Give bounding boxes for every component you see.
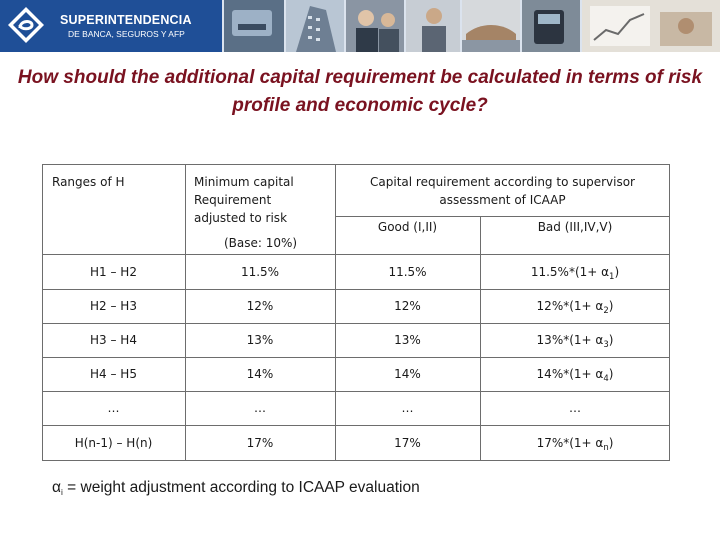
header-min-line2: Requirement — [194, 193, 272, 207]
table-divider — [335, 216, 670, 217]
header-min-base: (Base: 10%) — [224, 236, 298, 250]
photo-office-image — [406, 0, 460, 52]
table-cell-range: H1 – H2 — [90, 264, 137, 279]
header-banner: SUPERINTENDENCIA DE BANCA, SEGUROS Y AFP — [0, 0, 720, 52]
logo-icon — [8, 7, 44, 43]
table-cell-bad: 17%*(1+ αn) — [480, 435, 670, 456]
photo-terminal-image — [522, 0, 580, 52]
table-divider — [42, 391, 670, 392]
org-subtitle: DE BANCA, SEGUROS Y AFP — [68, 29, 185, 39]
table-cell-range: … — [107, 401, 120, 415]
header-min-line3: adjusted to risk — [194, 211, 288, 225]
table-cell-bad: … — [480, 400, 670, 421]
table-cell-bad: 12%*(1+ α2) — [480, 298, 670, 319]
table-cell-bad: 14%*(1+ α4) — [480, 366, 670, 387]
table-divider — [42, 254, 670, 255]
table-cell-min: 13% — [246, 333, 274, 347]
bad-formula: 11.5%*(1+ α — [530, 264, 610, 279]
alpha-subscript: 3 — [603, 340, 609, 350]
header-bad: Bad (III,IV,V) — [537, 220, 613, 234]
table-cell-min: 11.5% — [240, 264, 280, 279]
bad-formula: 14%*(1+ α — [536, 367, 604, 381]
table-cell-range: H3 – H4 — [90, 333, 137, 347]
table-cell-bad: 13%*(1+ α3) — [480, 332, 670, 353]
table-cell-min: … — [254, 401, 266, 415]
bad-formula: … — [569, 401, 581, 415]
footnote-sub: i — [60, 487, 63, 497]
table-divider — [42, 323, 670, 324]
table-cell-range: H(n-1) – H(n) — [74, 436, 153, 450]
org-name: SUPERINTENDENCIA — [60, 13, 192, 27]
footnote: αi = weight adjustment according to ICAA… — [52, 479, 420, 497]
table-cell-bad: 11.5%*(1+ α1) — [480, 264, 670, 285]
slide-title: How should the additional capital requir… — [17, 67, 703, 116]
table-divider — [42, 357, 670, 358]
table-cell-range: H2 – H3 — [90, 299, 137, 313]
logo: SUPERINTENDENCIA DE BANCA, SEGUROS Y AFP — [0, 0, 222, 52]
header-min-line1: Minimum capital — [194, 175, 294, 189]
header-capital-line2: assessment of ICAAP — [439, 193, 566, 207]
photo-handshake-image — [462, 0, 520, 52]
bad-formula: 17%*(1+ α — [536, 436, 604, 450]
table-divider — [335, 164, 336, 461]
table-divider — [42, 289, 670, 290]
table-cell-range: H4 – H5 — [90, 367, 137, 381]
bad-formula-end: ) — [608, 367, 614, 381]
bad-formula-end: ) — [614, 264, 620, 279]
table-divider — [185, 164, 186, 461]
table-cell-min: 17% — [246, 436, 274, 450]
bad-formula-end: ) — [608, 299, 614, 313]
table-cell-good: … — [401, 401, 414, 415]
table-cell-good: 17% — [394, 436, 421, 450]
bad-formula-end: ) — [608, 333, 614, 347]
alpha-subscript: 1 — [609, 271, 615, 282]
footnote-text: = weight adjustment according to ICAAP e… — [62, 479, 420, 496]
table-cell-good: 14% — [394, 367, 421, 381]
table-cell-good: 11.5% — [388, 264, 427, 279]
bad-formula: 13%*(1+ α — [536, 333, 604, 347]
photo-people-image — [346, 0, 404, 52]
table-cell-good: 13% — [394, 333, 421, 347]
table-divider — [42, 425, 670, 426]
capital-table — [42, 164, 670, 461]
photo-building-image — [286, 0, 344, 52]
footnote-alpha: α — [52, 479, 61, 496]
table-cell-min: 12% — [246, 299, 274, 313]
bad-formula-end: ) — [608, 436, 614, 450]
alpha-subscript: n — [603, 443, 609, 453]
table-cell-good: 12% — [394, 299, 421, 313]
photo-cards-image — [224, 0, 284, 52]
alpha-subscript: 2 — [603, 306, 609, 316]
alpha-subscript: 4 — [603, 374, 609, 384]
table-divider — [480, 216, 481, 461]
header-ranges: Ranges of H — [52, 175, 125, 189]
table-cell-min: 14% — [246, 367, 274, 381]
photo-chart-image — [582, 0, 720, 52]
header-good: Good (I,II) — [377, 220, 438, 234]
bad-formula: 12%*(1+ α — [536, 299, 604, 313]
header-capital-line1: Capital requirement according to supervi… — [370, 175, 635, 189]
